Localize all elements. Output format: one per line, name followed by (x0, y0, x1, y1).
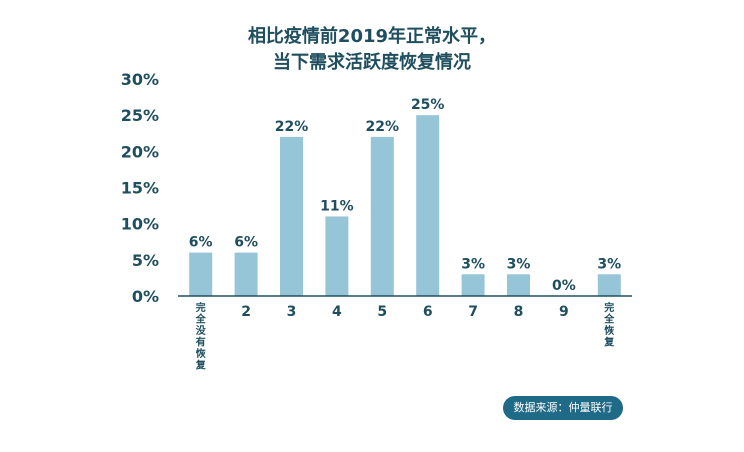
x-tick-label: 2 (241, 304, 251, 320)
x-tick-label: 4 (332, 304, 342, 320)
y-tick-label: 10% (121, 215, 159, 234)
chart-title-line2: 当下需求活跃度恢复情况 (273, 52, 471, 73)
value-label: 6% (234, 235, 258, 251)
x-tick-label: 5 (377, 304, 387, 320)
bar (280, 136, 303, 296)
y-tick-label: 5% (132, 251, 159, 270)
y-tick-label: 20% (121, 142, 159, 161)
value-label: 25% (411, 97, 445, 113)
bar (325, 216, 349, 296)
x-tick-label: 6 (423, 304, 433, 320)
x-tick-label: 完全恢复 (603, 301, 615, 349)
y-axis-ticks: 0% 5% 10% 15% 20% 25% 30% (121, 70, 159, 306)
y-tick-label: 25% (121, 106, 159, 125)
x-tick-label: 9 (559, 304, 569, 320)
bar (597, 274, 621, 296)
value-label: 0% (552, 278, 576, 294)
y-tick-label: 0% (132, 287, 159, 306)
bar (189, 252, 213, 296)
chart-title-line1: 相比疫情前2019年正常水平， (247, 26, 497, 47)
bar (461, 274, 485, 296)
value-label: 22% (275, 119, 309, 135)
value-label: 11% (320, 198, 354, 214)
x-tick-label: 完全没有恢复 (195, 301, 207, 372)
value-label: 6% (189, 235, 213, 251)
bar (234, 252, 258, 296)
value-labels: 6% 6% 22% 11% 22% 25% 3% 3% 0% 3% (189, 97, 621, 294)
y-tick-label: 15% (121, 179, 159, 198)
value-label: 3% (507, 256, 531, 272)
value-label: 3% (597, 256, 621, 272)
value-label: 3% (461, 256, 485, 272)
bar (416, 115, 440, 297)
bars (189, 115, 621, 297)
x-axis-ticks: 完全没有恢复 2 3 4 5 6 7 8 9 完全恢复 (195, 301, 616, 372)
x-tick-label: 8 (514, 304, 524, 320)
y-tick-label: 30% (121, 70, 159, 89)
source-badge: 数据来源：仲量联行 (503, 396, 623, 420)
x-tick-label: 3 (287, 304, 297, 320)
bar (507, 274, 530, 296)
x-tick-label: 7 (468, 304, 478, 320)
value-label: 22% (366, 119, 400, 135)
bar (370, 136, 394, 296)
